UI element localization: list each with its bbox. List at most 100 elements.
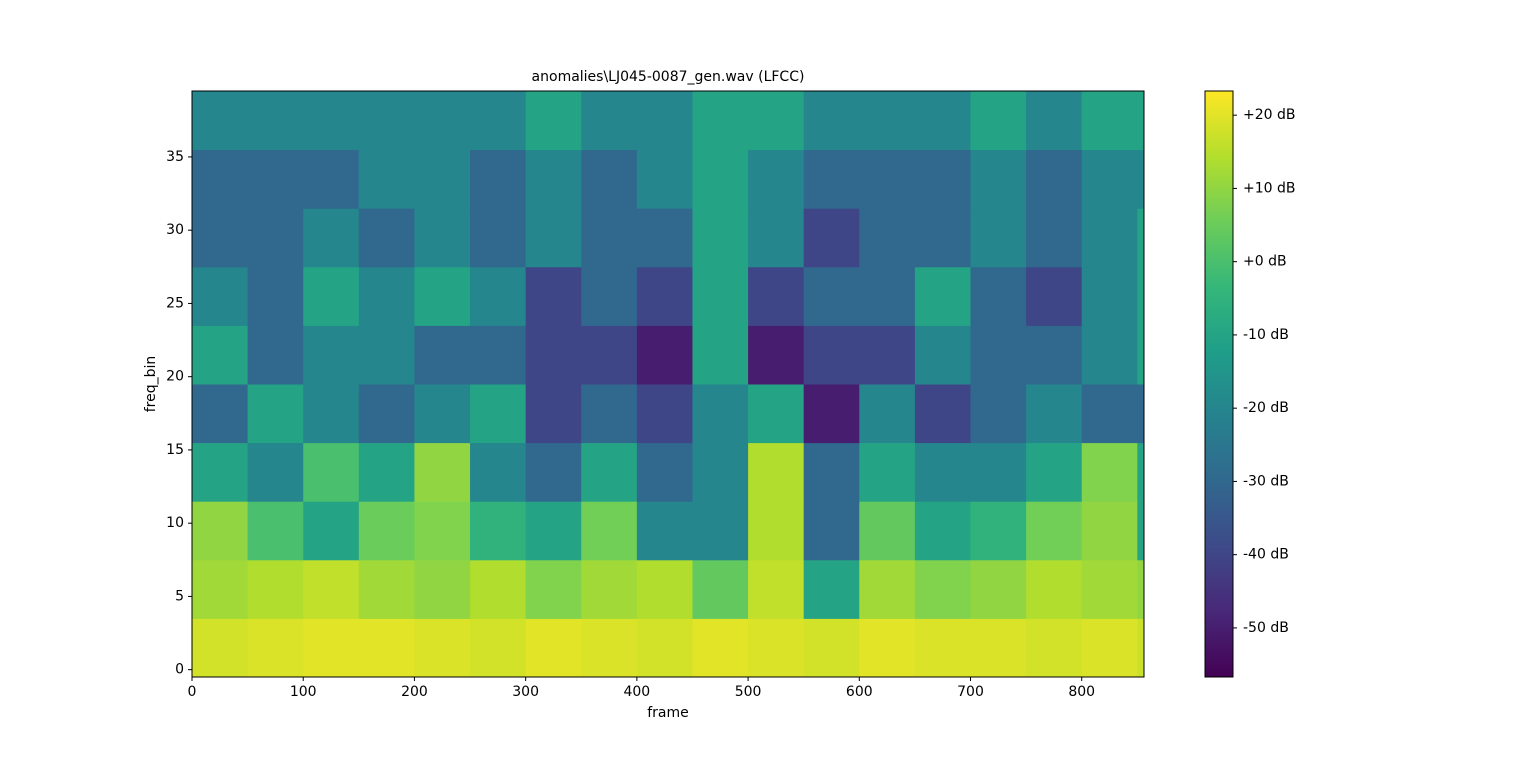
heatmap-cell xyxy=(1081,325,1138,385)
heatmap-cell xyxy=(859,384,916,444)
heatmap-cell xyxy=(358,559,415,619)
x-tick-label: 0 xyxy=(188,684,197,700)
heatmap-cell xyxy=(692,618,749,678)
heatmap-cell xyxy=(636,149,693,209)
heatmap-cell xyxy=(192,442,249,502)
heatmap-cell xyxy=(247,149,304,209)
colorbar-tick-label: +20 dB xyxy=(1243,107,1296,123)
heatmap-cell xyxy=(748,442,805,502)
heatmap-cell xyxy=(970,501,1027,561)
heatmap-cell xyxy=(1026,266,1083,326)
colorbar-tick-label: -40 dB xyxy=(1243,547,1289,563)
heatmap-cell xyxy=(1081,91,1138,151)
heatmap-cell xyxy=(470,618,527,678)
heatmap-cell xyxy=(1026,384,1083,444)
x-tick-label: 700 xyxy=(957,684,984,700)
colorbar-tick-label: +10 dB xyxy=(1243,180,1296,196)
heatmap-cell xyxy=(803,442,860,502)
heatmap-cell xyxy=(1026,208,1083,268)
heatmap-cell xyxy=(303,149,360,209)
heatmap-cell xyxy=(692,501,749,561)
heatmap-cell xyxy=(970,618,1027,678)
y-tick-label: 10 xyxy=(166,515,184,531)
x-tick-label: 100 xyxy=(290,684,317,700)
heatmap-cell xyxy=(636,91,693,151)
heatmap-cell xyxy=(247,442,304,502)
heatmap-cell xyxy=(748,618,805,678)
heatmap-cell xyxy=(470,325,527,385)
heatmap-cell xyxy=(859,501,916,561)
heatmap-cell xyxy=(1137,559,1145,619)
heatmap-cell xyxy=(581,559,638,619)
heatmap-cell xyxy=(192,559,249,619)
heatmap-cell xyxy=(247,384,304,444)
heatmap-cell xyxy=(1026,149,1083,209)
heatmap-cell xyxy=(748,384,805,444)
heatmap-cell xyxy=(303,559,360,619)
heatmap-cell xyxy=(414,208,471,268)
chart-title: anomalies\LJ045-0087_gen.wav (LFCC) xyxy=(532,69,805,85)
heatmap-cell xyxy=(748,325,805,385)
heatmap-cell xyxy=(803,91,860,151)
heatmap-cell xyxy=(1026,618,1083,678)
x-tick-label: 200 xyxy=(401,684,428,700)
heatmap-cell xyxy=(803,266,860,326)
heatmap-cell xyxy=(192,149,249,209)
heatmap-cell xyxy=(748,266,805,326)
heatmap-cell xyxy=(1081,618,1138,678)
heatmap-cell xyxy=(859,208,916,268)
heatmap-cell xyxy=(303,91,360,151)
heatmap-cell xyxy=(914,91,972,151)
heatmap-cell xyxy=(414,501,471,561)
heatmap-cell xyxy=(414,559,471,619)
colorbar-tick-label: -30 dB xyxy=(1243,473,1289,489)
heatmap-cell xyxy=(414,91,471,151)
heatmap-cell xyxy=(247,208,304,268)
y-axis-label: freq_bin xyxy=(143,356,159,413)
heatmap-cell xyxy=(1026,442,1083,502)
heatmap-cell xyxy=(859,325,916,385)
heatmap-cell xyxy=(970,442,1027,502)
heatmap-cell xyxy=(303,618,360,678)
heatmap-cell xyxy=(192,501,249,561)
heatmap-cell xyxy=(581,149,638,209)
heatmap-cell xyxy=(914,266,972,326)
colorbar-frame xyxy=(1204,90,1234,678)
heatmap-cell xyxy=(914,149,972,209)
heatmap-cell xyxy=(581,208,638,268)
heatmap-cell xyxy=(1081,266,1138,326)
heatmap-cell xyxy=(525,91,582,151)
heatmap-cell xyxy=(1081,149,1138,209)
heatmap-cell xyxy=(914,325,972,385)
heatmap-cell xyxy=(470,442,527,502)
heatmap-cell xyxy=(1137,149,1145,209)
heatmap-cell xyxy=(358,618,415,678)
x-axis-label: frame xyxy=(647,705,689,721)
heatmap-cell xyxy=(581,325,638,385)
heatmap-cell xyxy=(748,559,805,619)
heatmap-cell xyxy=(525,501,582,561)
x-tick-label: 600 xyxy=(846,684,873,700)
heatmap-cell xyxy=(358,91,415,151)
heatmap-cell xyxy=(859,266,916,326)
heatmap-cell xyxy=(358,442,415,502)
heatmap-cell xyxy=(414,442,471,502)
y-tick-label: 30 xyxy=(166,222,184,238)
heatmap-cell xyxy=(970,325,1027,385)
heatmap-cell xyxy=(247,618,304,678)
y-tick-label: 35 xyxy=(166,149,184,165)
heatmap-cell xyxy=(303,501,360,561)
heatmap-cell xyxy=(414,149,471,209)
heatmap-cell xyxy=(581,442,638,502)
heatmap-cell xyxy=(748,501,805,561)
heatmap-cell xyxy=(914,208,972,268)
heatmap-cell xyxy=(859,149,916,209)
heatmap-cell xyxy=(748,91,805,151)
heatmap xyxy=(192,91,1145,678)
heatmap-cell xyxy=(525,559,582,619)
heatmap-cell xyxy=(1137,442,1145,502)
heatmap-cell xyxy=(525,208,582,268)
colorbar xyxy=(1205,91,1233,677)
heatmap-cell xyxy=(914,442,972,502)
